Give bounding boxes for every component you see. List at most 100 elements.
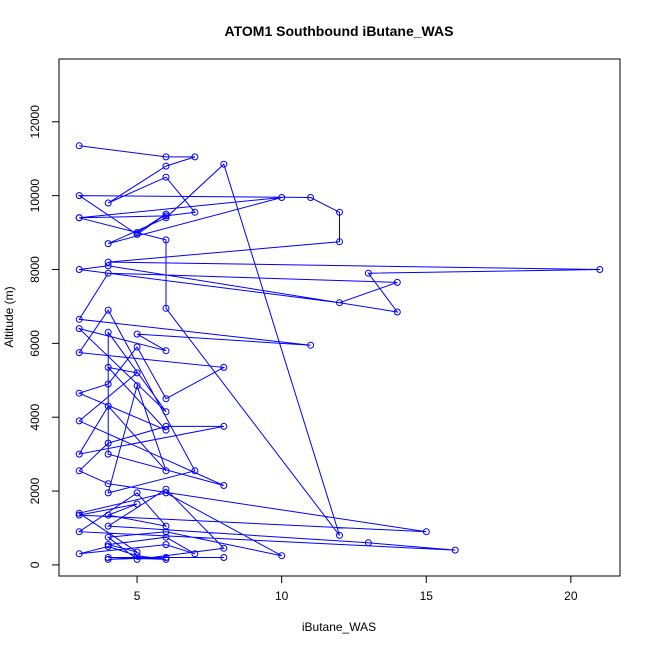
data-point xyxy=(162,554,170,561)
data-point xyxy=(162,162,170,170)
data-point xyxy=(336,208,343,216)
data-point xyxy=(75,349,83,357)
data-point xyxy=(133,548,141,556)
data-point xyxy=(307,341,315,349)
data-point xyxy=(75,192,83,200)
data-point xyxy=(162,395,170,403)
data-point xyxy=(191,467,199,475)
data-point xyxy=(75,389,83,397)
data-point xyxy=(104,269,112,277)
data-point xyxy=(75,417,83,425)
y-tick-label: 6000 xyxy=(28,330,42,357)
data-point xyxy=(133,382,141,390)
data-point xyxy=(104,363,112,371)
y-tick-label: 10000 xyxy=(28,179,42,213)
data-point xyxy=(220,544,228,552)
data-point xyxy=(75,509,83,517)
data-point xyxy=(191,208,199,216)
data-point xyxy=(162,422,170,430)
data-point xyxy=(133,555,141,563)
data-point xyxy=(220,482,228,489)
data-point xyxy=(162,304,170,312)
data-point xyxy=(133,343,141,351)
data-point xyxy=(133,500,141,508)
data-point xyxy=(220,422,228,430)
y-tick-label: 2000 xyxy=(28,477,42,504)
data-point xyxy=(104,306,112,314)
data-point xyxy=(162,485,170,493)
data-point xyxy=(104,522,112,530)
chart-title: ATOM1 Southbound iButane_WAS xyxy=(225,23,454,39)
x-tick-label: 5 xyxy=(134,589,141,603)
data-point xyxy=(596,266,604,273)
data-point xyxy=(75,325,83,333)
data-point xyxy=(162,173,170,181)
data-point xyxy=(278,552,286,560)
data-point xyxy=(162,236,170,244)
data-point xyxy=(104,402,112,410)
data-point xyxy=(336,531,343,539)
data-point xyxy=(75,315,83,323)
data-point xyxy=(422,528,430,536)
data-point xyxy=(220,363,228,371)
y-tick-label: 12000 xyxy=(28,105,42,139)
x-tick-label: 10 xyxy=(275,589,289,603)
data-point xyxy=(104,380,112,388)
data-point xyxy=(75,142,83,150)
data-point xyxy=(364,269,372,277)
y-tick-label: 0 xyxy=(28,561,42,568)
data-point xyxy=(133,369,141,377)
data-point xyxy=(393,278,401,286)
data-point xyxy=(75,266,83,273)
data-point xyxy=(75,550,83,558)
y-tick-label: 8000 xyxy=(28,256,42,283)
data-point xyxy=(307,194,315,201)
data-point xyxy=(393,308,401,316)
data-point xyxy=(104,480,112,488)
data-point xyxy=(220,554,228,561)
y-tick-label: 4000 xyxy=(28,404,42,431)
data-point xyxy=(364,539,372,547)
data-point xyxy=(133,230,141,238)
data-point xyxy=(162,541,170,549)
series-path xyxy=(77,145,600,560)
data-point xyxy=(104,258,112,266)
data-point xyxy=(336,238,343,246)
data-point xyxy=(104,541,112,549)
x-tick-label: 15 xyxy=(420,589,434,603)
data-point xyxy=(162,489,170,497)
data-point xyxy=(104,450,112,458)
data-point xyxy=(104,199,112,207)
y-axis-label: Altitude (m) xyxy=(2,286,16,347)
data-point xyxy=(162,214,170,222)
data-point xyxy=(104,328,112,336)
data-point xyxy=(162,408,170,416)
data-point xyxy=(75,528,83,536)
data-point xyxy=(191,153,199,161)
data-point xyxy=(220,160,228,168)
data-point xyxy=(133,489,141,497)
x-tick-label: 20 xyxy=(564,589,578,603)
data-point xyxy=(162,153,170,161)
data-point xyxy=(162,347,170,355)
data-point xyxy=(104,240,112,248)
data-point xyxy=(75,214,83,222)
data-point xyxy=(104,262,112,270)
series-points xyxy=(75,142,604,563)
data-point xyxy=(336,299,343,307)
data-point xyxy=(162,210,170,218)
data-point xyxy=(104,439,112,447)
y-axis: 0 2000 4000 6000 8000 10000 12000 xyxy=(28,105,60,568)
data-point xyxy=(451,546,459,554)
data-point xyxy=(162,426,170,434)
data-point xyxy=(104,533,112,541)
data-point xyxy=(162,467,170,475)
data-point xyxy=(104,511,112,519)
data-point xyxy=(104,554,112,561)
data-point xyxy=(75,450,83,458)
data-point xyxy=(278,194,286,201)
data-point xyxy=(104,555,112,563)
x-axis-label: iButane_WAS xyxy=(302,620,376,634)
data-point xyxy=(191,550,199,558)
